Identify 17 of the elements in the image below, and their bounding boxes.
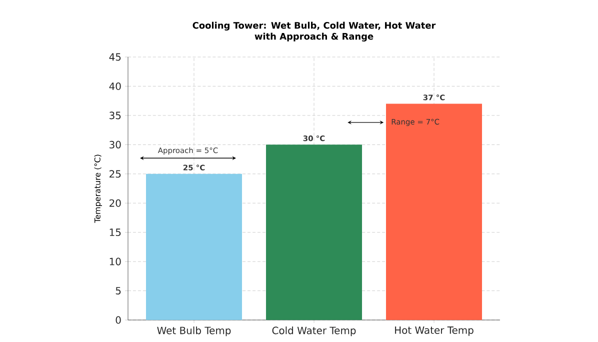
y-tick-label: 5 [116,287,121,294]
y-tick-label: 40 [109,82,121,90]
y-tick-label: 0 [116,316,121,324]
y-tick-label: 15 [110,228,121,236]
y-tick-label: 10 [110,258,121,266]
y-tick-label: 20 [110,199,121,207]
y-tick-label: 45 [109,53,121,61]
x-tick-label: Wet Bulb Temp [157,326,231,336]
bar [386,104,482,320]
bar [146,174,242,320]
x-tick-label: Cold Water Temp [272,326,356,336]
y-tick-label: 30 [110,140,121,148]
bar [266,144,362,320]
chart-title: Cooling Tower: Wet Bulb, Cold Water, Hot Water with Approach & Range [192,22,436,42]
x-tick-label: Hot Water Temp [395,326,474,336]
y-tick-label: 25 [110,170,121,178]
y-tick-label: 35 [110,112,121,120]
